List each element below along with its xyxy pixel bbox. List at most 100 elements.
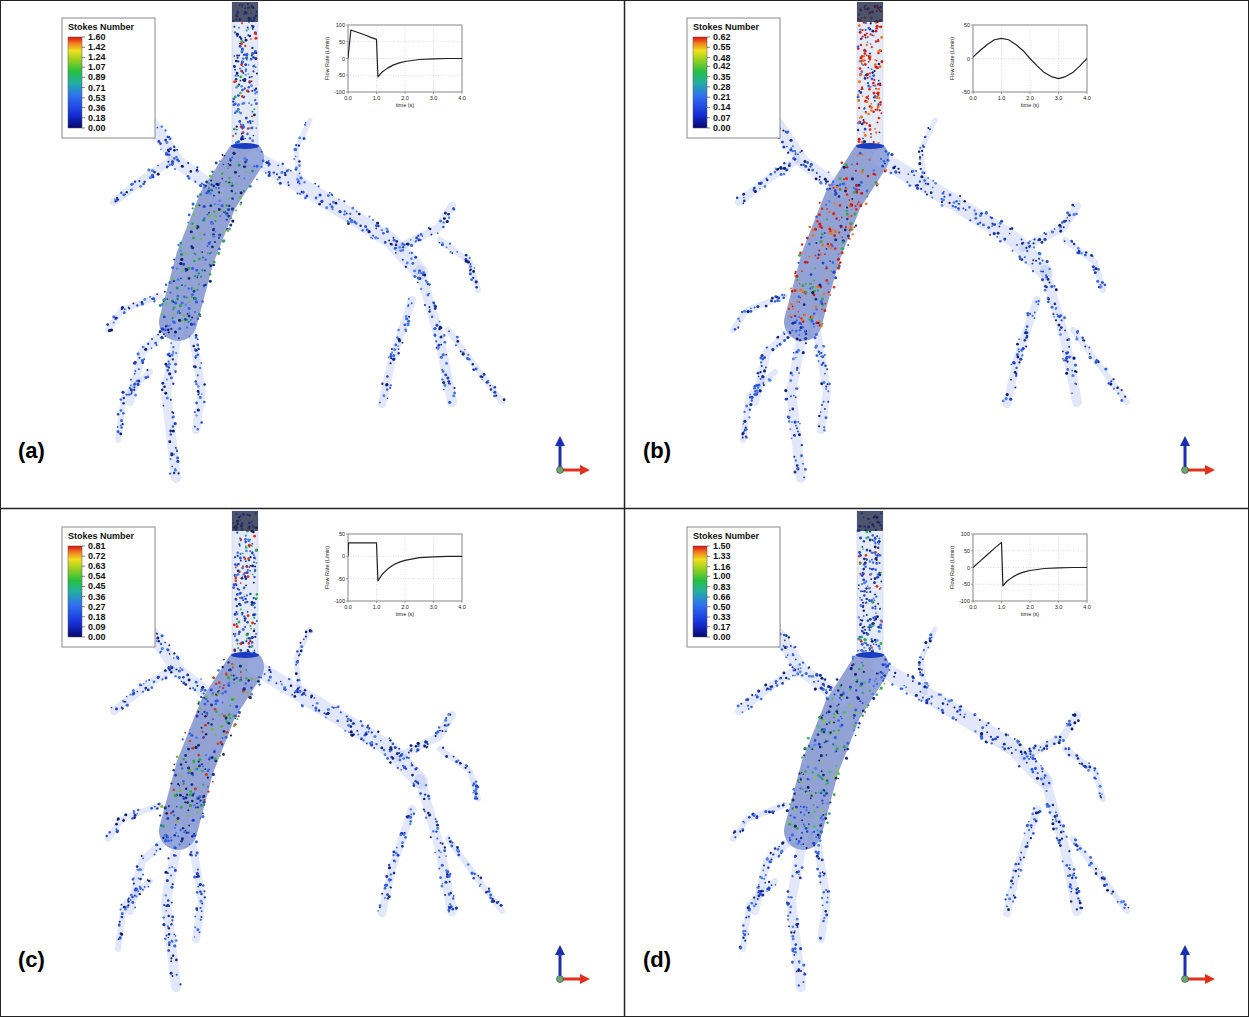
- particle-illustration: [228, 197, 230, 199]
- particle-illustration: [192, 288, 195, 291]
- particle-illustration: [825, 416, 828, 419]
- particle-illustration: [827, 282, 830, 285]
- particle-illustration: [745, 405, 748, 408]
- particle-illustration: [162, 302, 164, 304]
- particle-illustration: [1025, 337, 1027, 339]
- particle-illustration: [1041, 278, 1044, 281]
- particle-illustration: [1025, 345, 1027, 347]
- particle-illustration: [136, 304, 138, 306]
- particle-illustration: [390, 243, 393, 246]
- particle-illustration: [176, 268, 178, 270]
- y-tick-label: -50: [337, 72, 345, 78]
- particle-illustration: [430, 234, 432, 236]
- particle-illustration: [246, 29, 248, 31]
- particle-illustration: [824, 232, 826, 234]
- particle-illustration: [427, 294, 430, 297]
- particle-illustration: [442, 353, 445, 356]
- particle-illustration: [1071, 204, 1074, 207]
- particle-illustration: [356, 211, 358, 213]
- particle-illustration: [828, 383, 831, 386]
- particle-illustration: [167, 149, 169, 151]
- particle-illustration: [298, 137, 301, 140]
- particle-illustration: [368, 216, 370, 218]
- x-tick-label: 4.0: [458, 95, 466, 101]
- particle-illustration: [335, 202, 338, 205]
- particle-illustration: [352, 207, 354, 209]
- particle-illustration: [249, 76, 251, 78]
- particle-illustration: [157, 127, 159, 129]
- particle-illustration: [789, 379, 792, 382]
- particle-illustration: [804, 160, 807, 163]
- particle-illustration: [115, 317, 118, 320]
- particle-illustration: [794, 150, 796, 152]
- particle-illustration: [818, 425, 820, 427]
- particle-illustration: [759, 371, 761, 373]
- particle-illustration: [742, 193, 745, 196]
- particle-illustration: [805, 342, 807, 344]
- particle-illustration: [749, 409, 751, 411]
- particle-illustration: [805, 333, 808, 336]
- particle-illustration: [193, 260, 196, 263]
- particle-illustration: [318, 185, 320, 187]
- particle-illustration: [1058, 324, 1061, 327]
- particle-illustration: [999, 222, 1002, 225]
- particle-illustration: [437, 348, 439, 350]
- particle-illustration: [244, 96, 246, 98]
- particle-illustration: [784, 294, 786, 296]
- particle-illustration: [850, 222, 853, 225]
- y-axis-title: Flow Rate (L/min): [324, 37, 330, 81]
- particle-illustration: [120, 419, 123, 422]
- particle-illustration: [184, 318, 187, 321]
- particle-illustration: [249, 185, 252, 188]
- particle-illustration: [349, 213, 351, 215]
- particle-illustration: [361, 229, 363, 231]
- particle-illustration: [238, 164, 241, 167]
- particle-illustration: [233, 55, 235, 57]
- particle-illustration: [375, 224, 378, 227]
- particle-illustration: [236, 183, 238, 185]
- particle-illustration: [250, 84, 253, 87]
- particle-illustration: [197, 171, 199, 173]
- particle-illustration: [1048, 268, 1050, 270]
- particle-illustration: [834, 189, 837, 192]
- particle-illustration: [438, 344, 441, 347]
- particle-illustration: [747, 310, 750, 313]
- particle-illustration: [1021, 242, 1024, 245]
- particle-illustration: [255, 102, 258, 105]
- y-tick-label: 100: [336, 22, 345, 28]
- particle-illustration: [816, 285, 819, 288]
- particle-illustration: [174, 168, 176, 170]
- particle-illustration: [469, 272, 472, 275]
- particle-illustration: [1060, 326, 1063, 329]
- particle-illustration: [178, 327, 181, 330]
- particle-illustration: [799, 283, 801, 285]
- particle-illustration: [224, 155, 226, 157]
- particle-illustration: [210, 265, 213, 268]
- particle-illustration: [856, 163, 858, 165]
- particle-illustration: [200, 276, 202, 278]
- particle-illustration: [439, 321, 441, 323]
- particle-illustration: [194, 297, 197, 300]
- particle-illustration: [434, 305, 437, 308]
- particle-illustration: [761, 365, 763, 367]
- particle-illustration: [183, 295, 186, 298]
- particle-illustration: [226, 214, 228, 216]
- particle-illustration: [1041, 260, 1043, 262]
- particle-illustration: [209, 175, 211, 177]
- particle-illustration: [1064, 330, 1066, 332]
- particle-illustration: [277, 178, 279, 180]
- particle-illustration: [1045, 233, 1047, 235]
- particle-illustration: [749, 403, 752, 406]
- particle-illustration: [201, 182, 203, 184]
- particle-illustration: [907, 173, 909, 175]
- particle-illustration: [828, 200, 830, 202]
- particle-illustration: [1010, 363, 1012, 365]
- particle-illustration: [832, 212, 835, 215]
- particle-illustration: [186, 326, 188, 328]
- particle-illustration: [164, 392, 167, 395]
- particle-illustration: [195, 334, 198, 337]
- colorbar-title: Stokes Number: [68, 22, 135, 32]
- particle-illustration: [196, 227, 198, 229]
- particle-illustration: [801, 243, 803, 245]
- particle-illustration: [843, 248, 845, 250]
